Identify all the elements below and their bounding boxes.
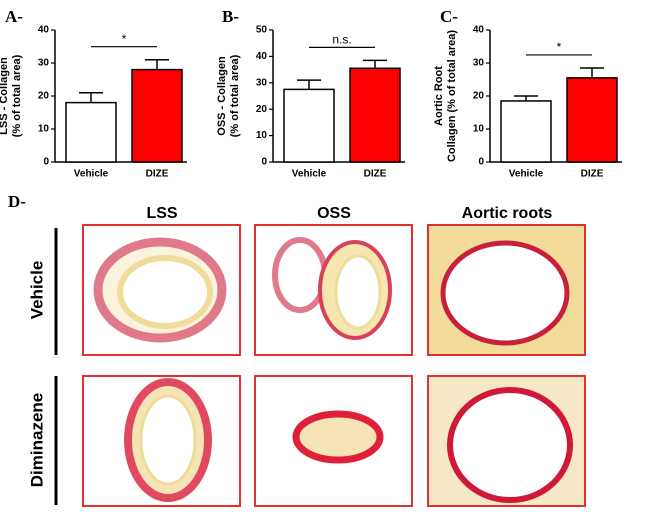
row-header: Vehicle	[27, 261, 46, 320]
row-header: Diminazene	[27, 393, 46, 487]
significance-label: *	[122, 32, 127, 46]
y-tick-label: 0	[478, 157, 484, 168]
vessel	[292, 410, 384, 464]
significance-label: n.s.	[332, 33, 351, 47]
bar	[65, 101, 117, 163]
y-tick-label: 10	[473, 124, 485, 135]
y-tick-label: 20	[256, 104, 268, 115]
vessel	[272, 237, 328, 313]
y-axis-label: Aortic Root	[433, 66, 445, 126]
bar	[131, 68, 183, 163]
x-tick-label: DIZE	[581, 169, 604, 180]
y-axis-label: (% of total area)	[11, 54, 23, 137]
column-header: Aortic roots	[462, 205, 553, 222]
y-axis-label: Collagen (% of total area)	[446, 30, 458, 162]
y-tick-label: 50	[256, 25, 268, 36]
panel-label: D-	[8, 192, 26, 211]
y-tick-label: 0	[261, 157, 267, 168]
y-tick-label: 40	[256, 51, 268, 62]
panel-label: B-	[222, 7, 239, 26]
x-tick-label: DIZE	[364, 169, 387, 180]
x-tick-label: Vehicle	[74, 169, 109, 180]
y-tick-label: 40	[473, 25, 485, 36]
y-tick-label: 30	[38, 58, 50, 69]
y-axis-label: OSS - Collagen	[216, 56, 228, 136]
y-tick-label: 30	[256, 77, 268, 88]
y-tick-label: 10	[256, 130, 268, 141]
y-tick-label: 40	[38, 25, 50, 36]
bar	[349, 67, 401, 163]
vessel-lumen	[139, 394, 197, 486]
y-axis-label: (% of total area)	[229, 54, 241, 137]
y-axis-label: LSS - Collagen	[0, 57, 10, 135]
panel-label: A-	[5, 7, 23, 26]
vessel-lumen	[117, 255, 213, 329]
y-tick-label: 20	[38, 91, 50, 102]
y-tick-label: 30	[473, 58, 485, 69]
column-header: OSS	[317, 205, 351, 222]
significance-label: *	[557, 40, 562, 54]
x-tick-label: Vehicle	[509, 169, 544, 180]
column-header: LSS	[146, 205, 177, 222]
vessel-lumen	[334, 254, 382, 330]
vessel	[447, 387, 573, 503]
panel-d: D- LSS OSS Aortic roots Vehicle Diminaze…	[8, 192, 586, 507]
bar	[500, 100, 552, 163]
bar	[566, 77, 618, 163]
bar	[283, 88, 335, 163]
x-tick-label: DIZE	[146, 169, 169, 180]
y-tick-label: 20	[473, 91, 485, 102]
y-tick-label: 0	[43, 157, 49, 168]
x-tick-label: Vehicle	[292, 169, 327, 180]
vessel	[440, 240, 570, 346]
y-tick-label: 10	[38, 124, 50, 135]
panel-label: C-	[440, 7, 458, 26]
